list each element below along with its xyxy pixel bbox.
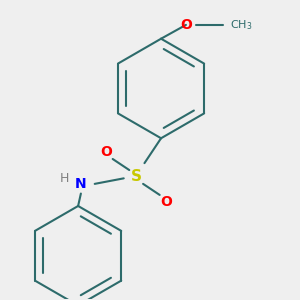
Text: S: S — [131, 169, 142, 184]
Text: O: O — [100, 145, 112, 159]
Text: O: O — [161, 195, 172, 209]
Text: N: N — [75, 177, 87, 191]
Text: H: H — [60, 172, 69, 185]
Text: O: O — [180, 18, 192, 32]
Text: CH$_3$: CH$_3$ — [230, 18, 253, 32]
